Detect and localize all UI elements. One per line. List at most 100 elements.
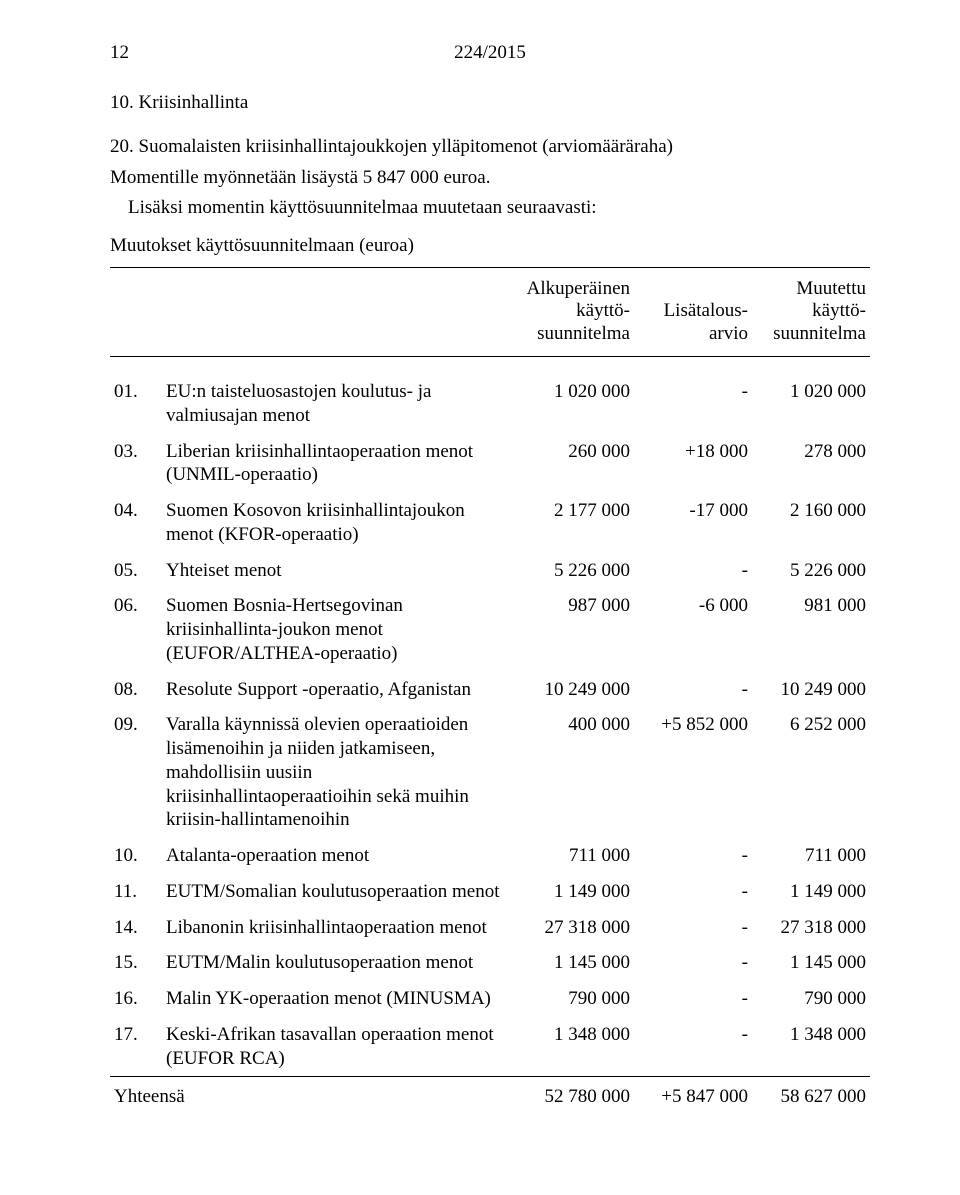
page: 12 224/2015 10. Kriisinhallinta 20. Suom… bbox=[0, 0, 960, 1195]
row-delta: - bbox=[634, 374, 752, 434]
row-new: 981 000 bbox=[752, 588, 870, 671]
row-number: 15. bbox=[110, 945, 162, 981]
body-line-2: Lisäksi momentin käyttösuunnitelmaa muut… bbox=[110, 196, 870, 220]
row-number: 09. bbox=[110, 707, 162, 838]
row-delta: - bbox=[634, 1017, 752, 1077]
header-spacer bbox=[820, 42, 870, 64]
row-number: 08. bbox=[110, 672, 162, 708]
row-description: Keski-Afrikan tasavallan operaation meno… bbox=[162, 1017, 516, 1077]
row-description: Libanonin kriisinhallintaoperaation meno… bbox=[162, 910, 516, 946]
row-description: Liberian kriisinhallintaoperaation menot… bbox=[162, 434, 516, 494]
row-new: 790 000 bbox=[752, 981, 870, 1017]
row-original: 10 249 000 bbox=[516, 672, 634, 708]
body-line-1: Momentille myönnetään lisäystä 5 847 000… bbox=[110, 166, 870, 190]
row-number: 01. bbox=[110, 374, 162, 434]
row-original: 987 000 bbox=[516, 588, 634, 671]
subsection-title: Suomalaisten kriisinhallintajoukkojen yl… bbox=[139, 136, 674, 157]
subsection-heading: 20. Suomalaisten kriisinhallintajoukkoje… bbox=[110, 136, 870, 158]
table-row: 08.Resolute Support -operaatio, Afganist… bbox=[110, 672, 870, 708]
row-delta: +18 000 bbox=[634, 434, 752, 494]
row-new: 1 145 000 bbox=[752, 945, 870, 981]
row-new: 2 160 000 bbox=[752, 493, 870, 553]
table-row: 10.Atalanta-operaation menot711 000-711 … bbox=[110, 838, 870, 874]
row-original: 2 177 000 bbox=[516, 493, 634, 553]
row-new: 6 252 000 bbox=[752, 707, 870, 838]
row-description: Varalla käynnissä olevien operaatioiden … bbox=[162, 707, 516, 838]
row-original: 1 020 000 bbox=[516, 374, 634, 434]
table-row: 17.Keski-Afrikan tasavallan operaation m… bbox=[110, 1017, 870, 1077]
row-number: 11. bbox=[110, 874, 162, 910]
row-original: 260 000 bbox=[516, 434, 634, 494]
budget-table: Alkuperäinen käyttö- suunnitelma Lisätal… bbox=[110, 267, 870, 1115]
col2-l2: arvio bbox=[709, 323, 748, 344]
table-row: 03.Liberian kriisinhallintaoperaation me… bbox=[110, 434, 870, 494]
row-original: 5 226 000 bbox=[516, 553, 634, 589]
row-new: 1 348 000 bbox=[752, 1017, 870, 1077]
row-delta: - bbox=[634, 981, 752, 1017]
row-delta: - bbox=[634, 945, 752, 981]
doc-reference: 224/2015 bbox=[160, 42, 820, 64]
row-new: 5 226 000 bbox=[752, 553, 870, 589]
row-delta: - bbox=[634, 874, 752, 910]
table-total-row: Yhteensä52 780 000+5 847 00058 627 000 bbox=[110, 1077, 870, 1115]
row-number: 10. bbox=[110, 838, 162, 874]
row-description: Atalanta-operaation menot bbox=[162, 838, 516, 874]
section-number: 10. bbox=[110, 92, 134, 113]
row-number: 14. bbox=[110, 910, 162, 946]
row-new: 27 318 000 bbox=[752, 910, 870, 946]
col1-l2: käyttö- bbox=[576, 300, 630, 321]
table-spacer bbox=[110, 360, 870, 374]
col1-l1: Alkuperäinen bbox=[527, 278, 630, 299]
row-number: 04. bbox=[110, 493, 162, 553]
row-description: Suomen Bosnia-Hertsegovinan kriisinhalli… bbox=[162, 588, 516, 671]
row-delta: +5 852 000 bbox=[634, 707, 752, 838]
section-heading: 10. Kriisinhallinta bbox=[110, 92, 870, 114]
row-number: 17. bbox=[110, 1017, 162, 1077]
row-original: 27 318 000 bbox=[516, 910, 634, 946]
row-description: EU:n taisteluosastojen koulutus- ja valm… bbox=[162, 374, 516, 434]
row-new: 10 249 000 bbox=[752, 672, 870, 708]
total-label: Yhteensä bbox=[110, 1077, 516, 1115]
col-delta: Lisätalous- arvio bbox=[634, 267, 752, 356]
row-delta: - bbox=[634, 910, 752, 946]
subsection-number: 20. bbox=[110, 136, 134, 157]
row-original: 1 149 000 bbox=[516, 874, 634, 910]
col3-l2: käyttö- bbox=[812, 300, 866, 321]
table-body: 01.EU:n taisteluosastojen koulutus- ja v… bbox=[110, 360, 870, 1115]
row-delta: - bbox=[634, 672, 752, 708]
row-number: 16. bbox=[110, 981, 162, 1017]
table-header-row: Alkuperäinen käyttö- suunnitelma Lisätal… bbox=[110, 267, 870, 356]
row-new: 1 020 000 bbox=[752, 374, 870, 434]
table-row: 04.Suomen Kosovon kriisinhallintajoukon … bbox=[110, 493, 870, 553]
table-row: 15.EUTM/Malin koulutusoperaation menot1 … bbox=[110, 945, 870, 981]
row-description: Resolute Support -operaatio, Afganistan bbox=[162, 672, 516, 708]
total-new: 58 627 000 bbox=[752, 1077, 870, 1115]
row-new: 278 000 bbox=[752, 434, 870, 494]
row-original: 790 000 bbox=[516, 981, 634, 1017]
row-original: 1 145 000 bbox=[516, 945, 634, 981]
table-row: 16.Malin YK-operaation menot (MINUSMA)79… bbox=[110, 981, 870, 1017]
total-delta: +5 847 000 bbox=[634, 1077, 752, 1115]
page-number: 12 bbox=[110, 42, 160, 64]
col3-l1: Muutettu bbox=[796, 278, 866, 299]
section-title: Kriisinhallinta bbox=[139, 92, 249, 113]
table-row: 01.EU:n taisteluosastojen koulutus- ja v… bbox=[110, 374, 870, 434]
table-caption: Muutokset käyttösuunnitelmaan (euroa) bbox=[110, 235, 870, 257]
row-original: 400 000 bbox=[516, 707, 634, 838]
col-new: Muutettu käyttö- suunnitelma bbox=[752, 267, 870, 356]
table-row: 06.Suomen Bosnia-Hertsegovinan kriisinha… bbox=[110, 588, 870, 671]
page-header: 12 224/2015 bbox=[110, 42, 870, 64]
row-delta: -17 000 bbox=[634, 493, 752, 553]
row-original: 1 348 000 bbox=[516, 1017, 634, 1077]
table-row: 09.Varalla käynnissä olevien operaatioid… bbox=[110, 707, 870, 838]
col3-l3: suunnitelma bbox=[773, 323, 866, 344]
row-original: 711 000 bbox=[516, 838, 634, 874]
table-row: 11.EUTM/Somalian koulutusoperaation meno… bbox=[110, 874, 870, 910]
col2-l1: Lisätalous- bbox=[664, 300, 748, 321]
row-description: Malin YK-operaation menot (MINUSMA) bbox=[162, 981, 516, 1017]
col1-l3: suunnitelma bbox=[537, 323, 630, 344]
col-original: Alkuperäinen käyttö- suunnitelma bbox=[516, 267, 634, 356]
table-row: 05.Yhteiset menot5 226 000-5 226 000 bbox=[110, 553, 870, 589]
row-new: 1 149 000 bbox=[752, 874, 870, 910]
row-number: 03. bbox=[110, 434, 162, 494]
